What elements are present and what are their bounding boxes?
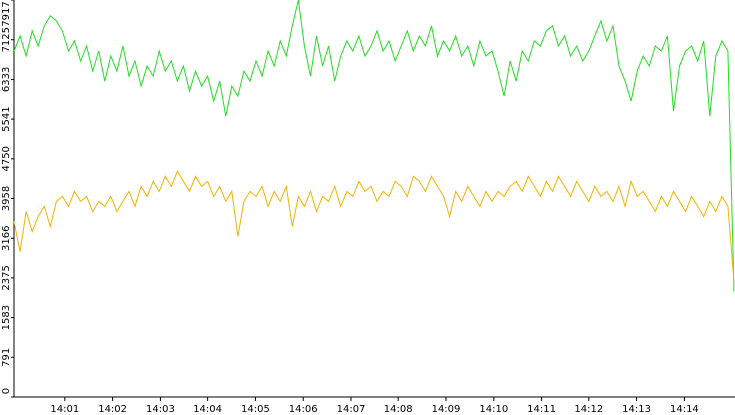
x-tick-label: 14:06 xyxy=(289,404,318,415)
x-tick-label: 14:02 xyxy=(98,404,127,415)
y-tick-label: 2375 xyxy=(1,265,12,290)
y-tick-label: 3958 xyxy=(1,186,12,211)
y-tick-label: 7917 xyxy=(1,1,12,26)
y-tick-label: 7125 xyxy=(1,27,12,52)
x-tick-label: 14:01 xyxy=(50,404,79,415)
x-tick-label: 14:11 xyxy=(527,404,556,415)
y-tick-label: 5541 xyxy=(1,106,12,131)
series-line xyxy=(13,0,735,292)
x-tick-label: 14:13 xyxy=(622,404,651,415)
x-tick-label: 14:03 xyxy=(146,404,175,415)
series-line xyxy=(13,170,735,282)
x-tick-label: 14:08 xyxy=(384,404,413,415)
y-tick-label: 1583 xyxy=(1,305,12,330)
y-tick-label: 6333 xyxy=(1,67,12,92)
y-tick-label: 3166 xyxy=(1,226,12,251)
x-tick-label: 14:12 xyxy=(574,404,603,415)
x-tick-label: 14:09 xyxy=(432,404,461,415)
x-tick-label: 14:04 xyxy=(193,404,222,415)
y-tick-label: 791 xyxy=(1,348,12,367)
x-tick-label: 14:10 xyxy=(479,404,508,415)
x-tick-label: 14:07 xyxy=(337,404,366,415)
y-tick-label: 0 xyxy=(1,388,12,394)
x-tick-label: 14:05 xyxy=(241,404,270,415)
x-tick-label: 14:14 xyxy=(670,404,699,415)
y-tick-label: 4750 xyxy=(1,146,12,171)
